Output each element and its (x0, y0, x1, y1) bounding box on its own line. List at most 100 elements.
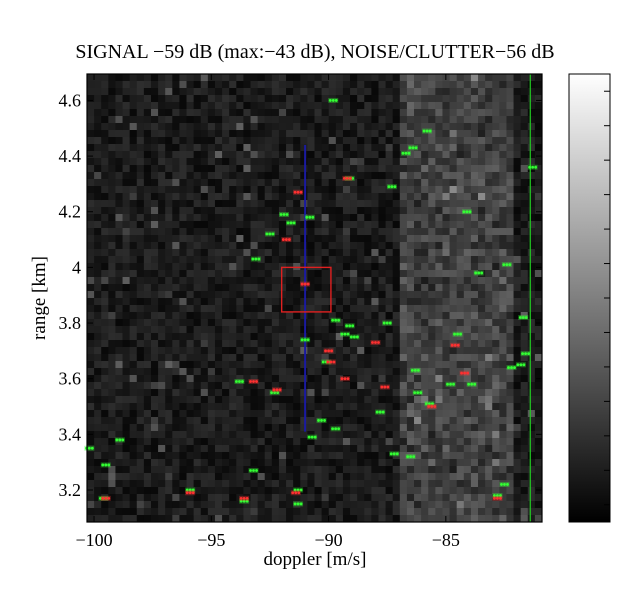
heatmap-cell (357, 249, 365, 257)
heatmap-cell (350, 207, 358, 215)
heatmap-cell (506, 277, 514, 285)
heatmap-cell (470, 459, 479, 467)
heatmap-cell (470, 501, 479, 509)
heatmap-cell (278, 515, 287, 523)
heatmap-cell (271, 431, 280, 439)
heatmap-cell (186, 396, 195, 404)
heatmap-cell (350, 501, 358, 509)
heatmap-cell (307, 466, 315, 474)
heatmap-cell (286, 319, 294, 327)
heatmap-cell (534, 81, 543, 89)
heatmap-cell (364, 88, 372, 96)
heatmap-cell (229, 494, 237, 502)
heatmap-cell (250, 130, 259, 138)
heatmap-cell (250, 354, 259, 362)
heatmap-cell (371, 74, 379, 82)
heatmap-cell (165, 291, 173, 299)
heatmap-cell (250, 109, 259, 117)
heatmap-cell (342, 326, 351, 334)
heatmap-cell (350, 179, 358, 187)
heatmap-cell (328, 123, 337, 131)
heatmap-cell (520, 228, 529, 236)
heatmap-cell (165, 396, 173, 404)
heatmap-cell (94, 368, 102, 376)
heatmap-cell (442, 508, 450, 516)
detection-red (339, 376, 350, 382)
heatmap-cell (463, 270, 472, 278)
heatmap-cell (435, 151, 443, 159)
heatmap-cell (172, 403, 180, 411)
heatmap-cell (506, 445, 514, 453)
heatmap-cell (392, 466, 401, 474)
heatmap-cell (179, 431, 187, 439)
heatmap-cell (122, 361, 131, 369)
heatmap-cell (229, 137, 237, 145)
heatmap-cell (150, 228, 159, 236)
heatmap-cell (442, 207, 450, 215)
heatmap-cell (513, 235, 522, 243)
heatmap-cell (527, 459, 536, 467)
heatmap-cell (378, 396, 386, 404)
heatmap-cell (278, 466, 287, 474)
heatmap-cell (321, 459, 330, 467)
heatmap-cell (470, 312, 479, 320)
heatmap-cell (485, 270, 493, 278)
heatmap-cell (286, 200, 294, 208)
heatmap-cell (513, 186, 522, 194)
heatmap-cell (456, 130, 465, 138)
heatmap-cell (94, 410, 102, 418)
heatmap-cell (335, 431, 344, 439)
heatmap-cell (406, 368, 415, 376)
heatmap-cell (143, 116, 152, 124)
heatmap-cell (271, 95, 280, 103)
heatmap-cell (470, 165, 479, 173)
heatmap-cell (186, 361, 195, 369)
heatmap-cell (342, 487, 351, 495)
heatmap-cell (136, 130, 145, 138)
heatmap-cell (527, 382, 536, 390)
heatmap-cell (278, 172, 287, 180)
heatmap-cell (158, 508, 166, 516)
heatmap-cell (492, 291, 500, 299)
heatmap-cell (108, 95, 116, 103)
heatmap-cell (364, 431, 372, 439)
heatmap-cell (129, 263, 138, 271)
heatmap-cell (414, 102, 422, 110)
heatmap-cell (179, 172, 187, 180)
heatmap-cell (257, 368, 266, 376)
detection-green (234, 378, 245, 384)
heatmap-cell (371, 361, 379, 369)
heatmap-cell (428, 130, 436, 138)
heatmap-cell (264, 172, 273, 180)
heatmap-cell (492, 438, 500, 446)
heatmap-cell (278, 501, 287, 509)
heatmap-cell (150, 347, 159, 355)
heatmap-cell (513, 193, 522, 201)
heatmap-cell (229, 438, 237, 446)
heatmap-cell (257, 333, 266, 341)
heatmap-cell (392, 340, 401, 348)
heatmap-cell (435, 480, 443, 488)
heatmap-cell (428, 396, 436, 404)
heatmap-cell (278, 508, 287, 516)
heatmap-cell (485, 214, 493, 222)
heatmap-cell (172, 249, 180, 257)
heatmap-cell (321, 123, 330, 131)
heatmap-cell (314, 382, 323, 390)
heatmap-cell (463, 480, 472, 488)
heatmap-cell (229, 242, 237, 250)
heatmap-cell (165, 123, 173, 131)
heatmap-cell (378, 130, 386, 138)
heatmap-cell (399, 515, 408, 523)
heatmap-cell (478, 172, 486, 180)
heatmap-cell (414, 333, 422, 341)
heatmap-cell (293, 242, 301, 250)
heatmap-cell (534, 347, 543, 355)
heatmap-cell (207, 389, 216, 397)
heatmap-cell (421, 445, 429, 453)
heatmap-cell (364, 130, 372, 138)
heatmap-cell (371, 277, 379, 285)
heatmap-cell (150, 431, 159, 439)
heatmap-cell (186, 102, 195, 110)
heatmap-cell (463, 74, 472, 82)
